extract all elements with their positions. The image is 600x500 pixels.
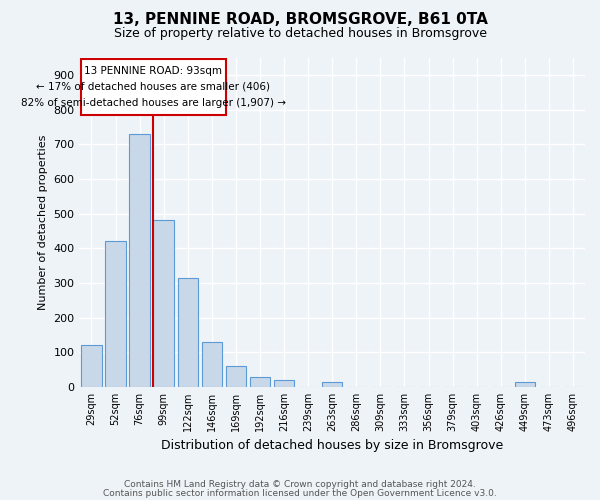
Bar bbox=[178, 278, 198, 387]
Text: 13 PENNINE ROAD: 93sqm: 13 PENNINE ROAD: 93sqm bbox=[85, 66, 223, 76]
Bar bbox=[250, 376, 270, 387]
Bar bbox=[202, 342, 222, 387]
Bar bbox=[274, 380, 294, 387]
Bar bbox=[105, 242, 126, 387]
Bar bbox=[80, 59, 226, 114]
Y-axis label: Number of detached properties: Number of detached properties bbox=[38, 134, 48, 310]
Text: Contains HM Land Registry data © Crown copyright and database right 2024.: Contains HM Land Registry data © Crown c… bbox=[124, 480, 476, 489]
Bar bbox=[515, 382, 535, 387]
Bar bbox=[154, 220, 174, 387]
Bar bbox=[322, 382, 343, 387]
Text: 82% of semi-detached houses are larger (1,907) →: 82% of semi-detached houses are larger (… bbox=[21, 98, 286, 108]
Bar bbox=[226, 366, 246, 387]
Text: 13, PENNINE ROAD, BROMSGROVE, B61 0TA: 13, PENNINE ROAD, BROMSGROVE, B61 0TA bbox=[113, 12, 487, 28]
Bar bbox=[130, 134, 150, 387]
X-axis label: Distribution of detached houses by size in Bromsgrove: Distribution of detached houses by size … bbox=[161, 440, 503, 452]
Text: Contains public sector information licensed under the Open Government Licence v3: Contains public sector information licen… bbox=[103, 488, 497, 498]
Bar bbox=[81, 346, 101, 387]
Text: ← 17% of detached houses are smaller (406): ← 17% of detached houses are smaller (40… bbox=[37, 82, 271, 92]
Text: Size of property relative to detached houses in Bromsgrove: Size of property relative to detached ho… bbox=[113, 28, 487, 40]
